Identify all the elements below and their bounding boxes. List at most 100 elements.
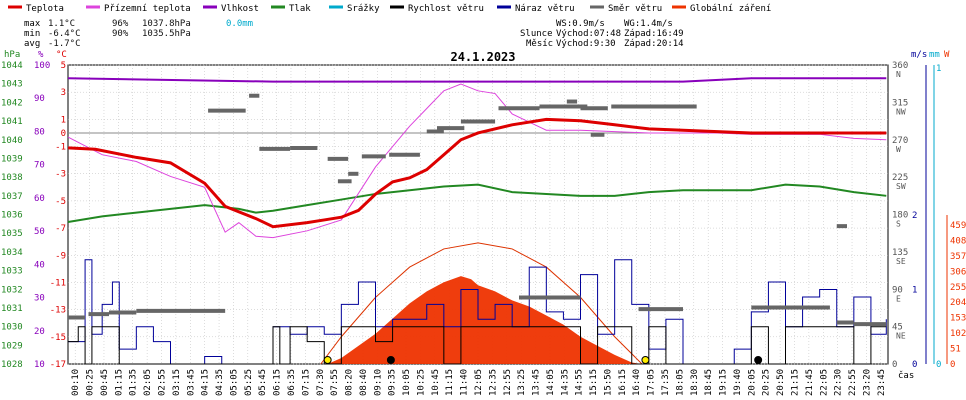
x-tick-label: 14:05	[546, 369, 556, 396]
hpa-tick-label: 1036	[1, 211, 23, 221]
temperature-line	[67, 117, 887, 229]
dir-compass-label: N	[896, 70, 901, 79]
legend-label: Globální záření	[690, 4, 771, 14]
x-tick-label: 13:45	[532, 369, 542, 396]
moonset-value: Západ:20:14	[624, 39, 684, 49]
x-tick-label: 05:45	[258, 369, 268, 396]
x-tick-label: 15:50	[603, 369, 613, 396]
pct-tick-label: 30	[34, 294, 45, 304]
dir-tick-label: 360	[892, 61, 908, 71]
w-tick-label: 153	[950, 314, 966, 324]
hpa-tick-label: 1031	[1, 304, 23, 314]
x-tick-label: 06:35	[287, 369, 297, 396]
hpa-tick-label: 1039	[1, 154, 23, 164]
w-tick-label: 255	[950, 283, 966, 293]
x-tick-label: 22:05	[819, 369, 829, 396]
temp-tick-label: -15	[50, 333, 66, 343]
legend-label: Přízemní teplota	[104, 4, 191, 14]
sun-marker	[323, 356, 332, 364]
w-tick-label: 204	[950, 298, 966, 308]
x-tick-label: 11:15	[445, 369, 455, 396]
x-tick-label: 03:45	[186, 369, 196, 396]
sunrise-value: Východ:07:48	[556, 29, 621, 39]
hpa-tick-label: 1044	[1, 61, 23, 71]
pct-tick-label: 100	[34, 61, 50, 71]
pct-unit: %	[38, 50, 44, 60]
x-tick-label: 10:45	[431, 369, 441, 396]
stat-value: max	[24, 19, 41, 29]
x-tick-label: 20:25	[762, 369, 772, 396]
temp-zero-label: 0	[61, 129, 66, 139]
temp-tick-label: -13	[50, 306, 66, 316]
dir-compass-label: E	[896, 294, 901, 303]
temp-tick-label: -5	[55, 197, 66, 207]
x-tick-label: 04:15	[201, 369, 211, 396]
hpa-tick-label: 1029	[1, 341, 23, 351]
dir-compass-label: W	[896, 145, 901, 154]
humidity-line	[67, 77, 887, 83]
ms-tick-label: 1	[912, 286, 917, 296]
w-tick-label: 0	[950, 360, 955, 370]
hpa-tick-label: 1040	[1, 136, 23, 146]
x-tick-label: 17:05	[647, 369, 657, 396]
hpa-tick-label: 1033	[1, 267, 23, 277]
x-tick-label: 12:05	[474, 369, 484, 396]
dir-compass-label: NE	[896, 332, 906, 341]
x-tick-label: 18:45	[704, 369, 714, 396]
x-tick-label: 08:40	[359, 369, 369, 396]
legend: Teplota Přízemní teplota Vlhkost Tlak Srážky…	[8, 4, 771, 14]
x-tick-label: 12:35	[488, 369, 498, 396]
axes: 1044104310421041104010391038103710361035…	[1, 50, 966, 396]
legend-label: Náraz větru	[515, 4, 575, 14]
x-tick-label: 19:40	[733, 369, 743, 396]
stat-value: avg	[24, 39, 40, 49]
x-tick-label: 07:15	[301, 369, 311, 396]
pct-tick-label: 90	[34, 94, 45, 104]
ms-tick-label: 2	[912, 211, 917, 221]
x-tick-label: 21:15	[790, 369, 800, 396]
hpa-tick-label: 1028	[1, 360, 23, 370]
moon-label: Měsíc	[526, 39, 553, 49]
chart-title: 24.1.2023	[450, 50, 515, 64]
x-tick-label: 14:55	[575, 369, 585, 396]
series-layer	[67, 77, 887, 365]
x-tick-label: 22:55	[848, 369, 858, 396]
legend-label: Srážky	[347, 4, 380, 14]
w-tick-label: 102	[950, 329, 966, 339]
x-tick-label: 15:15	[589, 369, 599, 396]
x-tick-label: 05:05	[229, 369, 239, 396]
pct-tick-label: 20	[34, 327, 45, 337]
x-tick-label: 07:30	[316, 369, 326, 396]
dir-tick-label: 270	[892, 136, 908, 146]
dir-tick-label: 180	[892, 211, 908, 221]
w-unit: W	[944, 50, 950, 60]
hpa-unit: hPa	[4, 50, 20, 60]
x-tick-label: 13:25	[517, 369, 527, 396]
sunset-value: Západ:16:49	[624, 29, 684, 39]
pct-tick-label: 60	[34, 194, 45, 204]
x-tick-label: 20:05	[747, 369, 757, 396]
dir-compass-label: NW	[896, 107, 906, 116]
x-tick-label: 10:05	[402, 369, 412, 396]
x-tick-label: 02:05	[143, 369, 153, 396]
temp-tick-label: 5	[61, 61, 66, 71]
stat-value: 1.1°C	[48, 19, 75, 29]
x-tick-label: 08:20	[345, 369, 355, 396]
dir-compass-label: SE	[896, 257, 906, 266]
x-tick-label: 02:55	[158, 369, 168, 396]
temp-tick-label: 1	[61, 115, 66, 125]
dir-tick-label: 0	[892, 360, 897, 370]
stat-value: 96%	[112, 19, 129, 29]
x-tick-label: 20:50	[776, 369, 786, 396]
ground-temperature-line	[67, 83, 887, 239]
x-tick-label: 22:30	[834, 369, 844, 396]
x-tick-label: 04:35	[215, 369, 225, 396]
wg-value: WG:1.4m/s	[624, 19, 673, 29]
dir-compass-label: SW	[896, 182, 906, 191]
hpa-tick-label: 1042	[1, 98, 23, 108]
legend-label: Tlak	[289, 4, 311, 14]
x-tick-label: 00:10	[71, 369, 81, 396]
x-tick-label: 11:40	[460, 369, 470, 396]
moon-marker	[754, 356, 763, 364]
